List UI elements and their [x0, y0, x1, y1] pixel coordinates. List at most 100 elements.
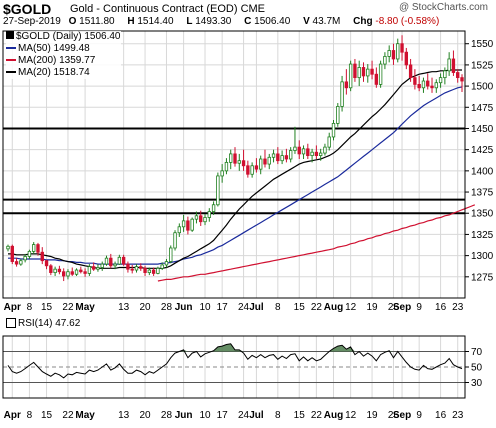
- rsi-line: [7, 343, 463, 379]
- candle: [336, 103, 340, 127]
- candle: [126, 261, 130, 273]
- candle: [426, 73, 430, 90]
- price-tick-label: 1550: [471, 39, 494, 50]
- candle: [121, 254, 126, 266]
- quote-close: C 1506.40: [244, 16, 295, 27]
- candle: [447, 52, 451, 76]
- date-tick-label: 22: [62, 302, 74, 313]
- candle-body: [357, 67, 361, 79]
- candle: [314, 145, 319, 159]
- ma50-series: [8, 86, 463, 265]
- candle: [404, 47, 409, 70]
- candle: [169, 245, 173, 264]
- candle-body: [53, 268, 57, 273]
- candle: [387, 45, 391, 63]
- candle-body: [378, 63, 383, 85]
- rsi-date-tick-label: Sep: [393, 410, 411, 421]
- candle-body: [87, 266, 92, 274]
- candle: [391, 43, 396, 65]
- candle: [14, 258, 19, 267]
- candle: [396, 38, 400, 63]
- horizontal-lines: [3, 127, 465, 215]
- candle: [96, 264, 100, 272]
- candle: [207, 208, 211, 222]
- candle: [57, 265, 62, 275]
- candle: [421, 77, 426, 93]
- candle-body: [74, 269, 79, 275]
- watermark[interactable]: @ StockCharts.com: [398, 2, 488, 13]
- candle-body: [57, 268, 62, 273]
- candle: [357, 60, 361, 87]
- symbol: $GOLD: [3, 1, 52, 17]
- low-value: 1493.30: [195, 16, 232, 27]
- candle-body: [404, 51, 409, 66]
- rsi-date-tick-label: 23: [452, 410, 464, 421]
- candle-body: [383, 56, 387, 65]
- candle-body: [387, 50, 391, 57]
- quote-volume: V 43.7M: [303, 16, 345, 27]
- candle: [378, 60, 383, 88]
- candle-body: [413, 77, 417, 85]
- date-tick-label: 20: [139, 302, 151, 313]
- candle: [229, 149, 233, 170]
- rsi-tick-label: 50: [471, 363, 483, 374]
- candle: [297, 140, 301, 159]
- close-value: 1506.40: [254, 16, 291, 27]
- candle-body: [366, 68, 370, 77]
- candle: [23, 253, 27, 263]
- rsi-overbought-fill: [329, 345, 355, 352]
- candle: [194, 211, 199, 224]
- legend-ma50-label: MA(50) 1499.48: [18, 43, 90, 54]
- candle-body: [353, 63, 357, 79]
- candle-body: [23, 256, 27, 261]
- rsi-tick-label: 30: [471, 378, 483, 389]
- candle: [246, 160, 250, 178]
- rsi-date-tick-label: 9: [416, 410, 422, 421]
- candle: [456, 69, 460, 83]
- candle-body: [318, 152, 323, 157]
- candle-body: [456, 72, 460, 79]
- candle-body: [79, 269, 83, 273]
- ma200-line: [157, 204, 476, 282]
- candle-body: [147, 269, 152, 273]
- candle: [36, 242, 40, 256]
- candle-body: [340, 81, 344, 107]
- candle: [109, 253, 113, 269]
- rsi-title: RSI(14) 47.62: [18, 318, 81, 329]
- candles: [6, 35, 464, 282]
- candle: [190, 217, 194, 232]
- date-tick-label: 13: [118, 302, 130, 313]
- date-tick-label: 26: [388, 302, 400, 313]
- high-label: H: [127, 16, 135, 27]
- candle-body: [211, 204, 216, 212]
- candle: [340, 75, 344, 112]
- candle-body: [27, 250, 32, 257]
- legend-ma50: MA(50) 1499.48: [6, 43, 121, 55]
- candle: [259, 155, 263, 175]
- candle: [443, 67, 447, 85]
- change-value: -8.80 (-0.58%): [375, 16, 440, 27]
- rsi-date-tick-label: 20: [139, 410, 151, 421]
- candle-body: [344, 81, 349, 89]
- rsi-grid: [3, 336, 465, 398]
- candle-body: [139, 266, 143, 269]
- candle-body: [194, 215, 199, 220]
- price-axis: 1275 1300 1325 1350 1375 1400 1425 1450 1475 1500…: [465, 39, 494, 283]
- rsi-date-tick-label: 17: [217, 410, 229, 421]
- candle: [104, 255, 109, 266]
- candle: [293, 126, 297, 154]
- candle: [327, 132, 331, 151]
- rsi-tick-label: 70: [471, 347, 483, 358]
- rsi-overbought-fill: [209, 343, 244, 352]
- candle-body: [370, 68, 374, 75]
- candle-body: [391, 50, 396, 60]
- candle-body: [361, 67, 366, 77]
- rsi-axis: 30 50 70: [465, 347, 483, 389]
- candle-body: [83, 271, 87, 274]
- candle-body: [327, 136, 331, 148]
- candle: [430, 77, 434, 93]
- candle-body: [400, 43, 404, 53]
- candle: [263, 149, 267, 168]
- rsi-date-tick-label: 22: [311, 410, 323, 421]
- rsi-panel-frame: [2, 335, 466, 399]
